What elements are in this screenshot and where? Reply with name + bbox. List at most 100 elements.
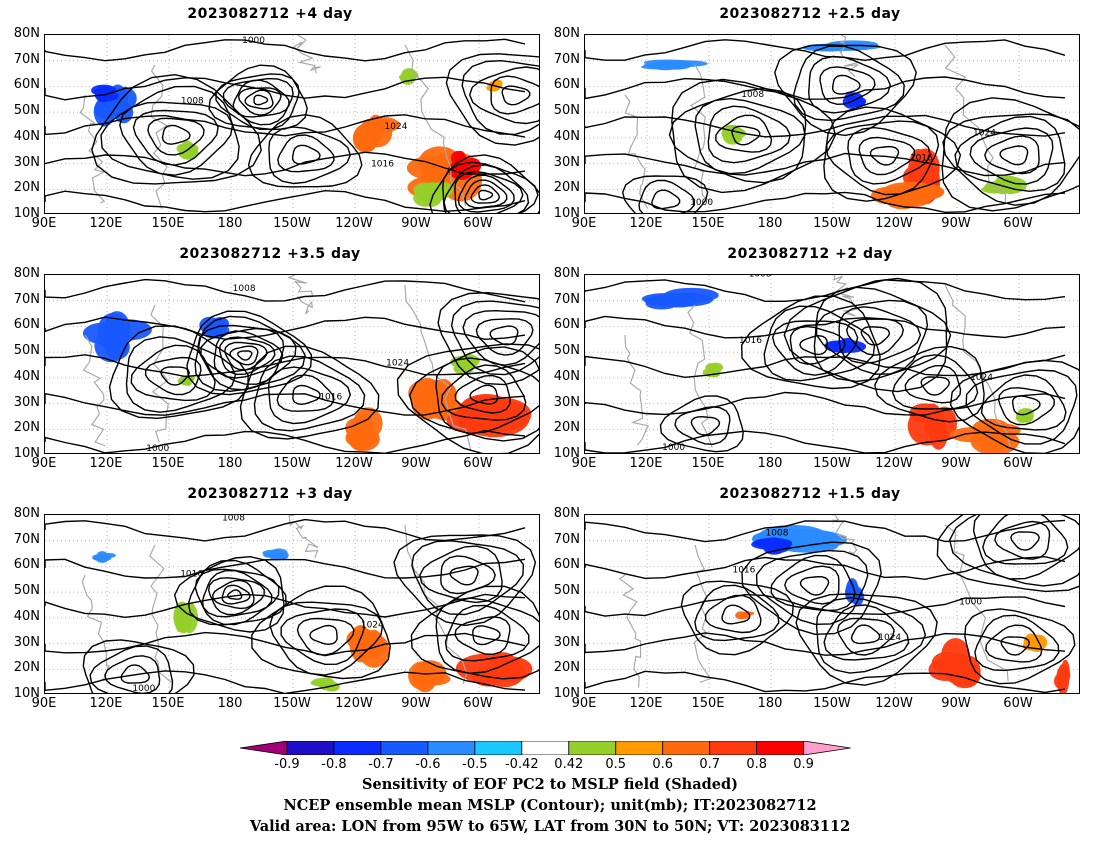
panel-title: 2023082712 +2 day (727, 246, 893, 262)
lat-tick-label: 70N (13, 291, 40, 307)
lon-tick-label: 150W (273, 216, 311, 231)
lon-tick-label: 180 (217, 216, 243, 231)
lon-tick-label: 120W (875, 696, 913, 711)
colorbar-segment (474, 741, 523, 755)
sensitivity-shading (173, 601, 199, 634)
lon-tick-label: 90E (31, 216, 57, 231)
lat-tick-label: 10N (13, 446, 40, 461)
lon-tick-label: 150W (813, 696, 851, 711)
sensitivity-shading (450, 354, 481, 375)
sensitivity-shading (640, 59, 708, 71)
map-plot-area: 1000 1008 1016 1024 (44, 34, 540, 214)
contour-label: 1024 (878, 633, 901, 643)
lat-tick-label: 50N (13, 103, 40, 119)
colorbar-segment (756, 741, 805, 755)
contour-label: 1024 (973, 129, 996, 139)
pressure-contours (585, 39, 1079, 213)
lat-tick-label: 50N (553, 343, 580, 359)
contour-label: 1000 (690, 198, 713, 208)
lat-tick-label: 80N (13, 26, 40, 41)
sensitivity-shading (346, 624, 390, 668)
lon-tick-label: 90W (401, 456, 431, 471)
sensitivity-shading (92, 551, 116, 563)
map-plot-area: 1008 1016 1024 1000 (584, 34, 1080, 214)
caption-line-1: Sensitivity of EOF PC2 to MSLP field (Sh… (362, 776, 738, 793)
contour-label: 1000 (959, 597, 982, 607)
colorbar-tick-label: 0.7 (699, 757, 721, 772)
panel-title: 2023082712 +3 day (187, 486, 353, 502)
lat-tick-label: 80N (553, 506, 580, 521)
lat-tick-label: 40N (13, 128, 40, 144)
contour-label: 1000 (132, 684, 155, 694)
sensitivity-shading (262, 548, 289, 561)
colorbar-arrow-left (240, 741, 288, 755)
lon-tick-label: 90E (31, 696, 57, 711)
panel-title: 2023082712 +4 day (187, 6, 353, 22)
lat-tick-label: 70N (13, 531, 40, 547)
sensitivity-shading (310, 677, 340, 692)
lat-tick-label: 80N (13, 506, 40, 521)
contour-label: 1024 (970, 373, 993, 383)
lat-tick-label: 20N (13, 420, 40, 436)
sensitivity-shading (82, 311, 152, 363)
lon-tick-label: 120E (629, 456, 663, 471)
lon-tick-label: 60W (1003, 216, 1033, 231)
lat-tick-label: 10N (553, 446, 580, 461)
sensitivity-shading (345, 407, 383, 452)
colorbar-tick-label: -0.5 (462, 757, 488, 772)
lon-tick-label: 90E (31, 456, 57, 471)
lon-tick-label: 150W (813, 456, 851, 471)
lat-tick-label: 30N (553, 634, 580, 650)
pressure-contours (45, 38, 539, 213)
panel-title: 2023082712 +1.5 day (719, 486, 901, 502)
contour-label: 1016 (319, 392, 342, 402)
lon-tick-label: 150W (813, 216, 851, 231)
colorbar-segment (380, 741, 429, 755)
lat-tick-label: 40N (553, 608, 580, 624)
lat-tick-label: 10N (553, 206, 580, 221)
pressure-contours (585, 277, 1079, 453)
lat-tick-label: 60N (13, 77, 40, 93)
lat-tick-label: 50N (13, 583, 40, 599)
lon-tick-label: 150E (151, 696, 185, 711)
lon-tick-label: 60W (1003, 696, 1033, 711)
lon-tick-label: 120W (875, 216, 913, 231)
pressure-contours (585, 515, 1079, 693)
lon-tick-label: 120E (89, 456, 123, 471)
lat-tick-label: 50N (13, 343, 40, 359)
sensitivity-shading (91, 84, 119, 103)
contour-label: 1024 (386, 359, 409, 369)
contour-label: 1008 (233, 284, 256, 294)
sensitivity-shading (751, 537, 793, 555)
lat-tick-label: 60N (13, 317, 40, 333)
colorbar-tick-label: -0.8 (321, 757, 347, 772)
sensitivity-shading (641, 287, 719, 310)
lon-tick-label: 90W (401, 216, 431, 231)
lon-tick-label: 180 (217, 456, 243, 471)
contour-label: 1000 (242, 36, 265, 46)
lon-tick-label: 120E (629, 696, 663, 711)
sensitivity-shading (870, 181, 945, 210)
colorbar-arrow-right (803, 741, 851, 755)
lat-tick-label: 70N (553, 531, 580, 547)
lon-tick-label: 90E (571, 216, 597, 231)
lon-tick-label: 180 (217, 696, 243, 711)
lat-tick-label: 40N (13, 368, 40, 384)
contour-label: 1008 (741, 90, 764, 100)
lat-tick-label: 80N (553, 266, 580, 281)
lon-tick-label: 60W (463, 456, 493, 471)
lon-tick-label: 90W (401, 696, 431, 711)
pressure-contours (45, 518, 539, 693)
lon-tick-label: 90E (571, 696, 597, 711)
colorbar-segment (427, 741, 476, 755)
caption-line-2: NCEP ensemble mean MSLP (Contour); unit(… (283, 797, 817, 814)
lon-tick-label: 150W (273, 696, 311, 711)
map-plot-area: 1016 1024 1000 1008 (44, 274, 540, 454)
lat-tick-label: 70N (13, 51, 40, 67)
lon-tick-label: 120E (89, 216, 123, 231)
coastline (82, 275, 472, 450)
lon-tick-label: 90W (941, 696, 971, 711)
lat-tick-label: 10N (13, 206, 40, 221)
contour-label: 1008 (222, 515, 245, 523)
lat-tick-label: 20N (13, 180, 40, 196)
